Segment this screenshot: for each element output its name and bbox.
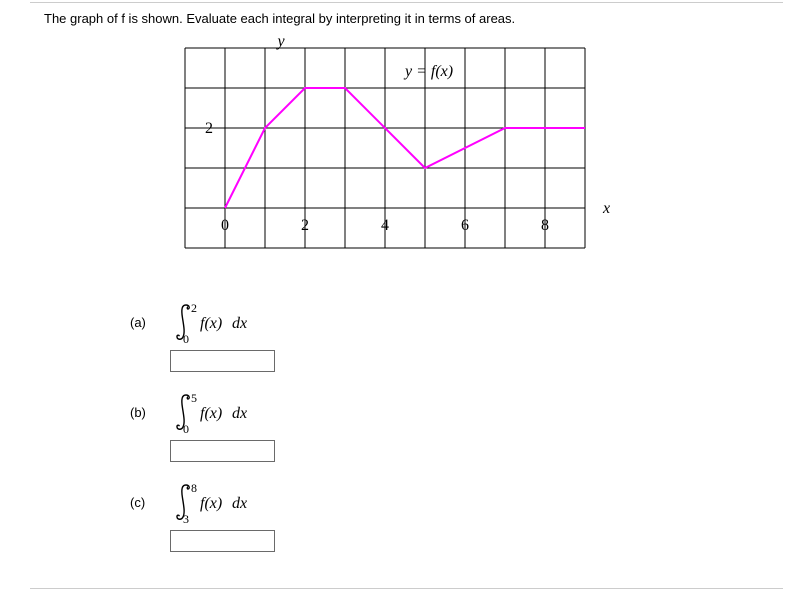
svg-text:0: 0 [183,422,189,434]
svg-text:y = f(x): y = f(x) [403,63,453,80]
svg-text:f(x): f(x) [200,495,222,512]
svg-text:3: 3 [183,512,189,524]
answer-input-c[interactable] [170,530,275,552]
graph-svg: 0 2 4 6 8 2 y x y = f(x) [175,38,625,278]
svg-text:4: 4 [381,217,389,234]
svg-text:5: 5 [191,391,197,405]
svg-text:y: y [275,38,285,50]
answer-input-a[interactable] [170,350,275,372]
svg-text:x: x [602,200,610,217]
svg-text:dx: dx [232,405,247,422]
question-a-row: (a) 2 0 f(x) dx [130,300,783,344]
svg-text:8: 8 [541,217,549,234]
question-b-label: (b) [130,405,170,420]
svg-text:dx: dx [232,495,247,512]
svg-text:dx: dx [232,315,247,332]
question-c-row: (c) 8 3 f(x) dx [130,480,783,524]
svg-text:0: 0 [183,332,189,344]
svg-text:6: 6 [461,217,469,234]
prompt-text: The graph of f is shown. Evaluate each i… [44,11,783,26]
chart-area: 024682yxy = f(x) [175,38,585,278]
question-a-label: (a) [130,315,170,330]
svg-text:0: 0 [221,217,229,234]
svg-text:f(x): f(x) [200,315,222,332]
svg-text:8: 8 [191,481,197,495]
svg-text:2: 2 [191,301,197,315]
integral-a: 2 0 f(x) dx [170,300,270,344]
svg-text:2: 2 [205,120,213,137]
integral-c: 8 3 f(x) dx [170,480,270,524]
question-c-label: (c) [130,495,170,510]
question-b-row: (b) 5 0 f(x) dx [130,390,783,434]
problem-container: The graph of f is shown. Evaluate each i… [30,2,783,589]
answers-block: (a) 2 0 f(x) dx (b) 5 0 f(x) dx (c) [130,300,783,552]
answer-input-b[interactable] [170,440,275,462]
integral-b: 5 0 f(x) dx [170,390,270,434]
svg-text:2: 2 [301,217,309,234]
svg-text:f(x): f(x) [200,405,222,422]
